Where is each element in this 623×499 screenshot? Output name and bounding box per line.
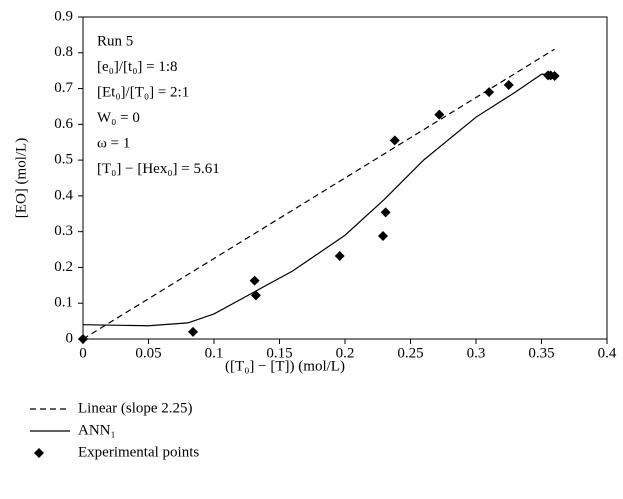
data-point [188, 326, 199, 337]
legend-label: ANN₁ [78, 422, 116, 438]
y-tick-label: 0 [66, 330, 74, 346]
legend-label: Experimental points [78, 444, 199, 460]
data-point [503, 79, 514, 90]
x-axis-label: ([T₀] − [T]) (mol/L) [225, 358, 345, 374]
y-tick-label: 0.9 [54, 8, 73, 24]
y-tick-label: 0.4 [54, 187, 73, 203]
data-point [377, 230, 388, 241]
legend-label: Linear (slope 2.25) [78, 400, 193, 416]
y-tick-label: 0.7 [54, 80, 73, 96]
y-tick-label: 0.2 [54, 259, 73, 275]
data-point [434, 109, 445, 120]
data-point [78, 334, 88, 344]
data-point [334, 250, 345, 261]
data-point [549, 71, 560, 82]
data-point [250, 290, 261, 301]
line [82, 73, 555, 327]
y-tick-label: 0.5 [54, 152, 73, 168]
annotation: [T₀] − [Hex₀] = 5.61 [97, 161, 220, 177]
legend-marker [34, 448, 44, 458]
y-axis-label: [EO] (mol/L) [13, 138, 29, 218]
x-tick-label: 0.3 [467, 345, 486, 361]
x-tick-label: 0 [79, 345, 87, 361]
data-point [249, 275, 260, 286]
x-tick-label: 0.35 [528, 345, 554, 361]
x-tick-label: 0.15 [266, 345, 292, 361]
x-tick-label: 0.25 [397, 345, 423, 361]
y-tick-label: 0.8 [54, 44, 73, 60]
y-tick-label: 0.3 [54, 223, 73, 239]
data-point [380, 207, 391, 218]
x-tick-label: 0.1 [205, 345, 224, 361]
y-tick-label: 0.6 [54, 116, 73, 132]
line [82, 48, 555, 340]
data-point [484, 87, 495, 98]
annotation: [Et₀]/[T₀] = 2:1 [97, 84, 189, 100]
x-tick-label: 0.4 [598, 345, 617, 361]
x-tick-label: 0.2 [336, 345, 355, 361]
y-tick-label: 0.1 [54, 295, 73, 311]
annotation: ω = 1 [97, 135, 130, 151]
x-tick-label: 0.05 [135, 345, 161, 361]
data-point [389, 135, 400, 146]
annotation: W₀ = 0 [97, 110, 140, 126]
annotation: [e₀]/[t₀] = 1:8 [97, 59, 178, 75]
annotation: Run 5 [97, 33, 133, 49]
